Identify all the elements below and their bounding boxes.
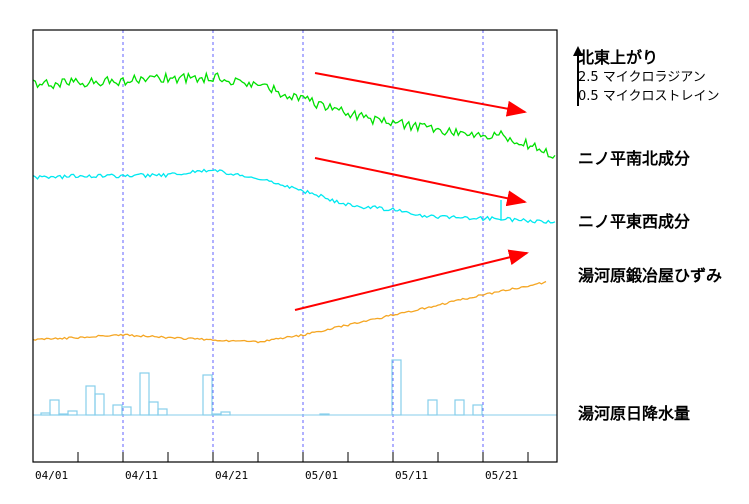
rain-bar [211, 413, 222, 416]
scale-arrow-head [573, 46, 583, 56]
series-line-1 [32, 71, 556, 159]
plot-frame [32, 29, 558, 463]
x-tick-label: 04/21 [215, 469, 248, 482]
rain-bar [391, 359, 402, 416]
rain-bar [58, 413, 69, 416]
rain-bar [85, 385, 96, 416]
trend-arrow [314, 72, 527, 117]
label-ew: ニノ平東西成分 [578, 212, 691, 231]
rain-bar [202, 374, 213, 416]
rain-bar [94, 393, 105, 416]
rain-bar [112, 404, 123, 416]
label-strain: 湯河原鍛冶屋ひずみ [578, 266, 723, 285]
trend-arrow [294, 249, 529, 311]
x-tick-label: 05/01 [305, 469, 338, 482]
rain-bar [220, 411, 231, 416]
rain-bar [157, 408, 168, 416]
rain-bar [67, 410, 78, 416]
trend-arrow [314, 157, 527, 207]
rain-bar [472, 404, 483, 416]
rain-bar [427, 399, 438, 416]
series-line-3 [32, 280, 547, 344]
rain-bar [121, 406, 132, 416]
x-tick-label: 05/11 [395, 469, 428, 482]
rain-bar [148, 401, 159, 416]
rain-bar [319, 413, 330, 416]
x-tick-label: 05/21 [485, 469, 518, 482]
label-rain: 湯河原日降水量 [578, 404, 691, 423]
label-ns: ニノ平南北成分 [578, 149, 691, 168]
rain-bar [454, 399, 465, 416]
rain-bar [40, 412, 51, 416]
rain-bar [49, 399, 60, 416]
series-line-2 [32, 168, 556, 224]
x-tick-label: 04/01 [35, 469, 68, 482]
scale-legend: 北東上がり 2.5 マイクロラジアン 0.5 マイクロストレイン [578, 48, 720, 104]
x-tick-label: 04/11 [125, 469, 158, 482]
rain-bar [139, 372, 150, 416]
